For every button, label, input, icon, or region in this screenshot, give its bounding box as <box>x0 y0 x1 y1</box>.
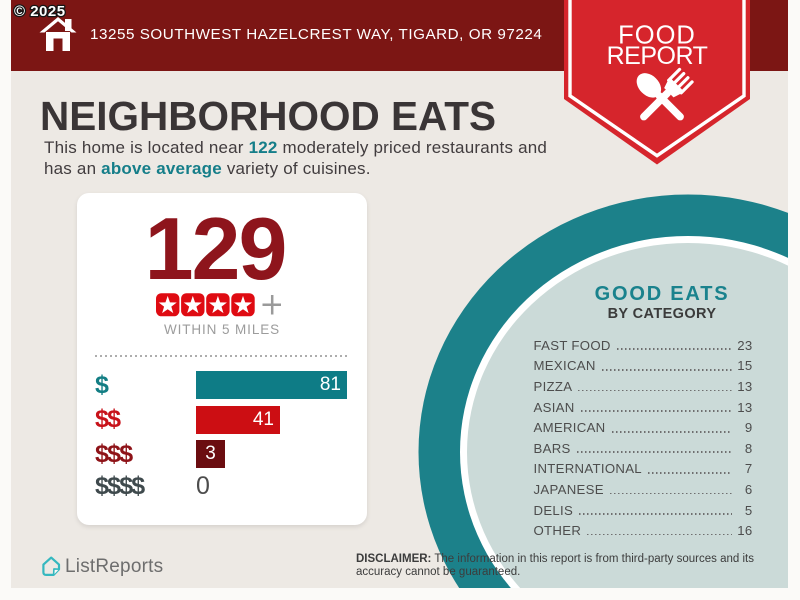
svg-text:REPORT: REPORT <box>607 42 708 70</box>
svg-text:© 2025: © 2025 <box>14 3 66 20</box>
svg-text:FOOD: FOOD <box>618 22 696 50</box>
